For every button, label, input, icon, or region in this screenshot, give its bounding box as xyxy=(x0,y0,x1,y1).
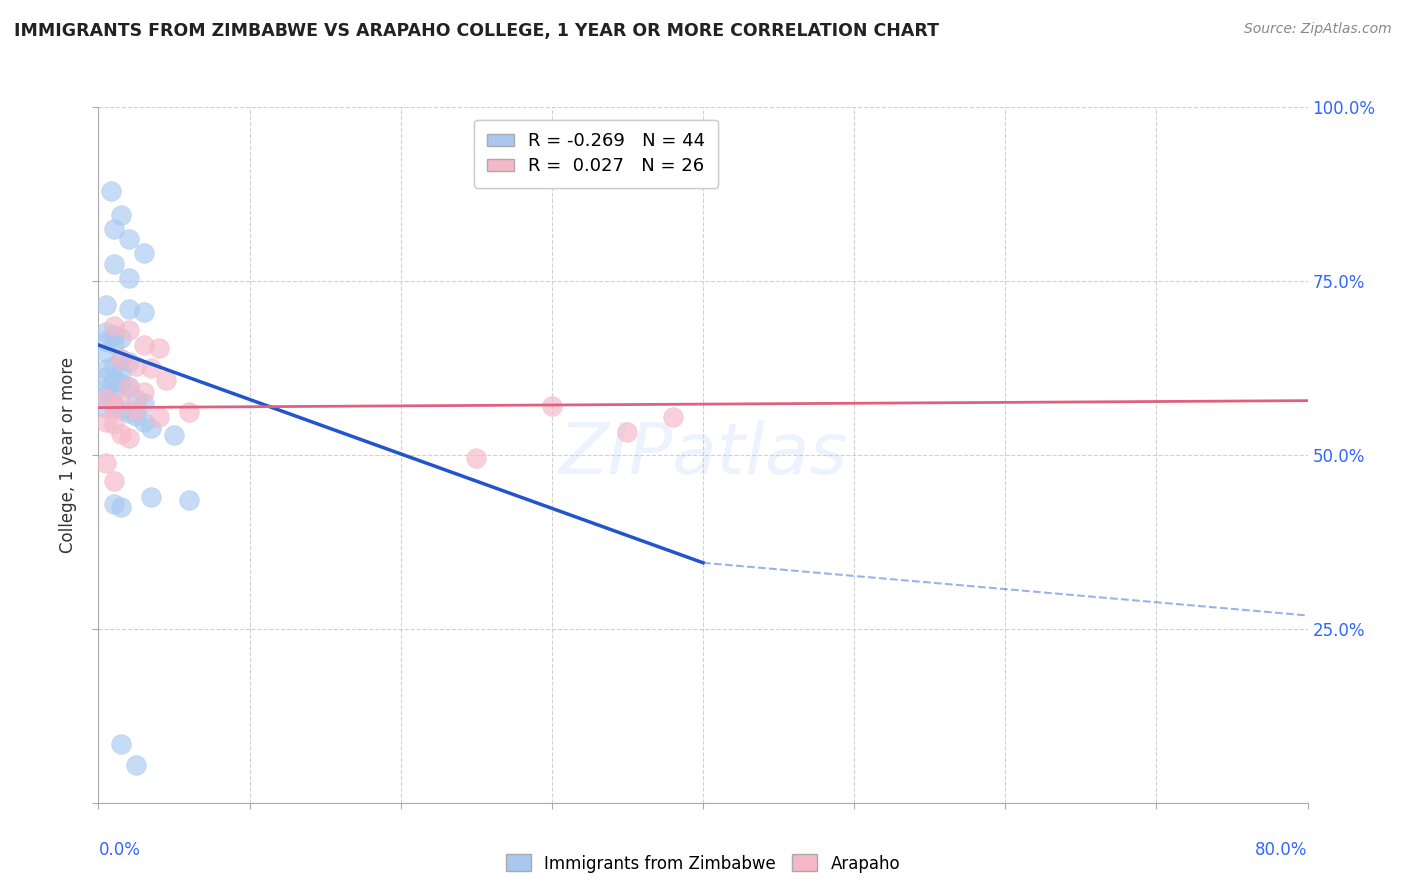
Point xyxy=(118,431,141,445)
Point xyxy=(94,370,117,384)
Point xyxy=(125,757,148,772)
Point xyxy=(148,341,170,355)
Point xyxy=(110,427,132,442)
Point xyxy=(103,256,125,270)
Point xyxy=(118,270,141,285)
Y-axis label: College, 1 year or more: College, 1 year or more xyxy=(59,357,77,553)
Point xyxy=(541,399,564,413)
Point xyxy=(110,376,132,390)
Point xyxy=(132,415,155,429)
Point xyxy=(141,421,163,435)
Point xyxy=(141,490,163,504)
Point xyxy=(103,373,125,387)
Point xyxy=(125,392,148,407)
Point xyxy=(103,417,125,432)
Point xyxy=(132,385,155,400)
Point xyxy=(103,319,125,334)
Point xyxy=(103,359,125,373)
Point xyxy=(94,382,117,396)
Point xyxy=(155,373,177,387)
Point xyxy=(110,500,132,514)
Point xyxy=(179,405,201,419)
Point xyxy=(110,351,132,366)
Point xyxy=(110,737,132,751)
Point xyxy=(94,362,117,376)
Point xyxy=(125,409,148,423)
Point xyxy=(141,360,163,375)
Point xyxy=(163,428,186,442)
Point xyxy=(662,409,685,424)
Point xyxy=(94,334,117,348)
Point xyxy=(110,403,132,417)
Point xyxy=(118,232,141,246)
Point xyxy=(118,301,141,316)
Point xyxy=(118,380,141,394)
Point xyxy=(132,338,155,352)
Point xyxy=(94,392,117,407)
Point xyxy=(100,184,122,198)
Point xyxy=(118,380,141,394)
Point xyxy=(94,345,117,359)
Text: 80.0%: 80.0% xyxy=(1256,841,1308,859)
Point xyxy=(103,336,125,351)
Point xyxy=(110,351,132,366)
Point xyxy=(465,450,488,465)
Point xyxy=(125,402,148,417)
Point xyxy=(132,396,155,410)
Legend: R = -0.269   N = 44, R =  0.027   N = 26: R = -0.269 N = 44, R = 0.027 N = 26 xyxy=(474,120,718,188)
Point xyxy=(179,493,201,508)
Point xyxy=(103,222,125,236)
Text: IMMIGRANTS FROM ZIMBABWE VS ARAPAHO COLLEGE, 1 YEAR OR MORE CORRELATION CHART: IMMIGRANTS FROM ZIMBABWE VS ARAPAHO COLL… xyxy=(14,22,939,40)
Point xyxy=(118,354,141,368)
Point xyxy=(110,395,132,409)
Point xyxy=(125,359,148,373)
Point xyxy=(118,323,141,337)
Point xyxy=(94,415,117,429)
Text: Source: ZipAtlas.com: Source: ZipAtlas.com xyxy=(1244,22,1392,37)
Text: ZIPatlas: ZIPatlas xyxy=(558,420,848,490)
Point xyxy=(110,208,132,222)
Point xyxy=(103,328,125,343)
Point xyxy=(132,305,155,319)
Point xyxy=(118,406,141,420)
Point xyxy=(94,326,117,340)
Point xyxy=(94,388,117,402)
Point xyxy=(110,331,132,345)
Point xyxy=(103,398,125,412)
Point xyxy=(94,456,117,470)
Text: 0.0%: 0.0% xyxy=(98,841,141,859)
Legend: Immigrants from Zimbabwe, Arapaho: Immigrants from Zimbabwe, Arapaho xyxy=(499,847,907,880)
Point xyxy=(103,497,125,511)
Point xyxy=(148,409,170,424)
Point xyxy=(103,385,125,400)
Point xyxy=(132,246,155,260)
Point xyxy=(94,401,117,415)
Point xyxy=(94,298,117,312)
Point xyxy=(110,366,132,380)
Point xyxy=(103,475,125,489)
Point xyxy=(616,425,638,439)
Point xyxy=(103,400,125,414)
